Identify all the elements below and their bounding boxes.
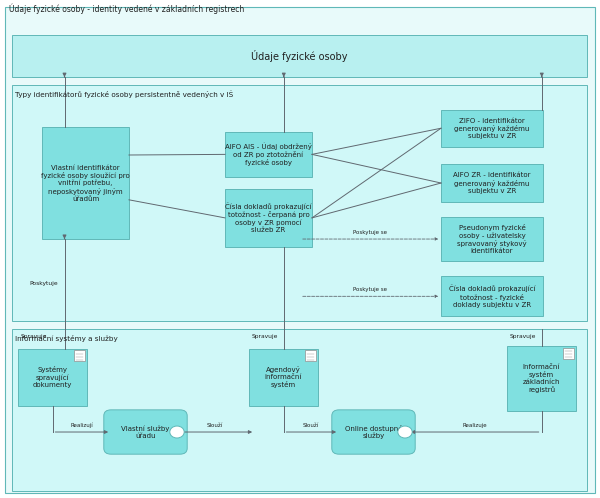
Text: Informační
systém
základních
registrů: Informační systém základních registrů xyxy=(523,364,560,393)
Text: Systémy
spravující
dokumenty: Systémy spravující dokumenty xyxy=(33,367,72,388)
FancyBboxPatch shape xyxy=(332,410,415,454)
Text: Spravuje: Spravuje xyxy=(21,334,47,339)
Circle shape xyxy=(398,426,412,438)
FancyBboxPatch shape xyxy=(42,127,129,239)
Text: AIFO AIS - Údaj obdržený
od ZR po ztotožnění
fyzické osoby: AIFO AIS - Údaj obdržený od ZR po ztotož… xyxy=(225,142,312,166)
Text: ZIFO - identifikátor
generovaný každému
subjektu v ZR: ZIFO - identifikátor generovaný každému … xyxy=(454,118,530,139)
FancyBboxPatch shape xyxy=(563,348,574,359)
Text: Spravuje: Spravuje xyxy=(252,334,278,339)
Text: Slouží: Slouží xyxy=(303,423,319,428)
FancyBboxPatch shape xyxy=(12,85,587,321)
Text: Čísla dokladů prokazující
totožnost - čerpaná pro
osoby v ZR pomocí
služeb ZR: Čísla dokladů prokazující totožnost - če… xyxy=(225,203,312,233)
FancyBboxPatch shape xyxy=(12,329,587,491)
Text: Typy identifikátorů fyzické osoby persistentně vedených v IŠ: Typy identifikátorů fyzické osoby persis… xyxy=(15,91,233,98)
FancyBboxPatch shape xyxy=(441,217,543,261)
FancyBboxPatch shape xyxy=(18,349,87,406)
FancyBboxPatch shape xyxy=(441,164,543,202)
FancyBboxPatch shape xyxy=(305,350,316,361)
Text: Agendový
informační
systém: Agendový informační systém xyxy=(265,366,302,388)
Circle shape xyxy=(170,426,184,438)
FancyBboxPatch shape xyxy=(225,132,312,177)
Text: Realizuje: Realizuje xyxy=(463,423,487,428)
Text: Vlastní služby
úřadu: Vlastní služby úřadu xyxy=(121,425,170,439)
Text: Informační systémy a služby: Informační systémy a služby xyxy=(15,335,118,342)
FancyBboxPatch shape xyxy=(5,7,595,493)
FancyBboxPatch shape xyxy=(74,350,85,361)
Text: Údaje fyzické osoby: Údaje fyzické osoby xyxy=(251,50,347,62)
FancyBboxPatch shape xyxy=(441,110,543,147)
Text: Realizují: Realizují xyxy=(70,422,93,428)
Text: Online dostupné
služby: Online dostupné služby xyxy=(345,425,402,439)
Text: Spravuje: Spravuje xyxy=(510,334,536,339)
Text: Pseudonym fyzické
osoby - uživatelsky
spravovaný stykový
identifikátor: Pseudonym fyzické osoby - uživatelsky sp… xyxy=(457,224,527,254)
FancyBboxPatch shape xyxy=(249,349,318,406)
Text: Poskytuje se: Poskytuje se xyxy=(353,230,388,235)
Text: Údaje fyzické osoby - identity vedené v základních registrech: Údaje fyzické osoby - identity vedené v … xyxy=(9,3,244,14)
Text: Poskytuje: Poskytuje xyxy=(30,281,59,286)
Text: Vlastní identifikátor
fyzické osoby sloužící pro
vnitřní potřebu,
neposkytovaný : Vlastní identifikátor fyzické osoby slou… xyxy=(41,164,130,202)
FancyBboxPatch shape xyxy=(441,276,543,316)
Text: Poskytuje se: Poskytuje se xyxy=(353,287,388,292)
FancyBboxPatch shape xyxy=(225,189,312,247)
Text: AIFO ZR - identifikátor
generovaný každému
subjektu v ZR: AIFO ZR - identifikátor generovaný každé… xyxy=(453,172,531,194)
FancyBboxPatch shape xyxy=(104,410,187,454)
Text: Slouží: Slouží xyxy=(206,423,223,428)
FancyBboxPatch shape xyxy=(507,346,576,411)
FancyBboxPatch shape xyxy=(12,35,587,77)
Text: Čísla dokladů prokazující
totožnost - fyzické
doklady subjektu v ZR: Čísla dokladů prokazující totožnost - fy… xyxy=(449,285,535,308)
